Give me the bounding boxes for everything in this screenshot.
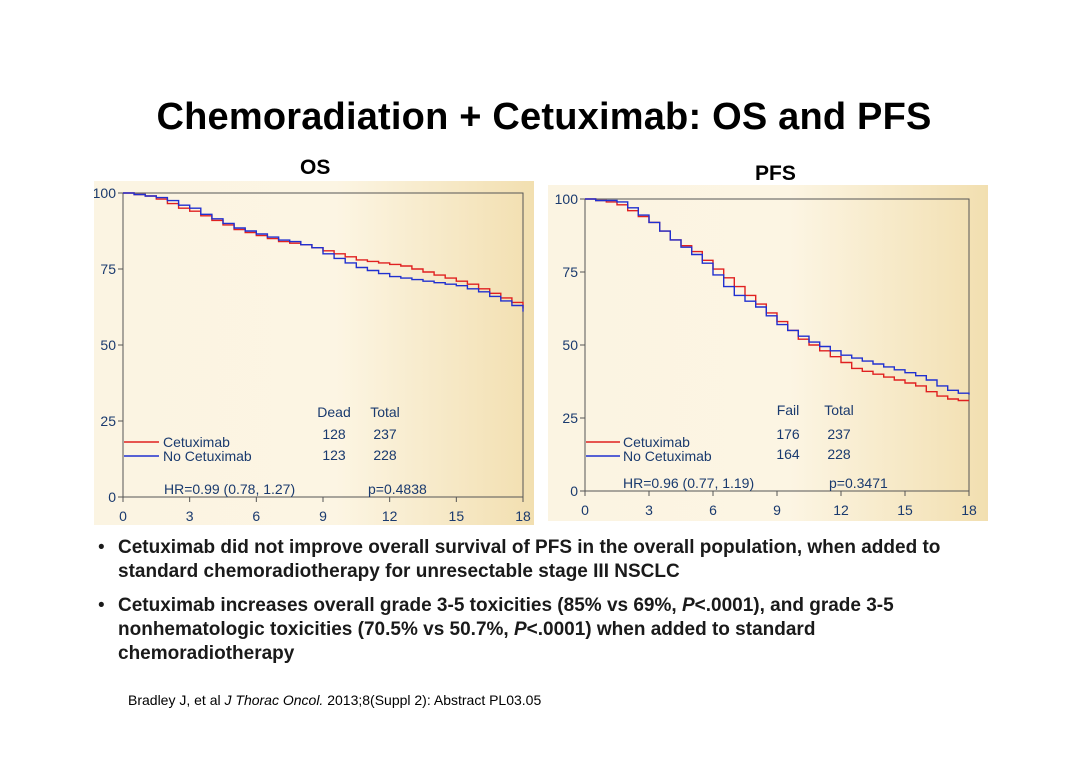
x-tick-label: 12 (382, 508, 398, 524)
legend-count-value: 164 (776, 446, 800, 462)
legend-count-header: Fail (777, 402, 800, 418)
x-tick-label: 0 (581, 502, 589, 518)
y-tick-label: 50 (562, 337, 578, 353)
legend-label: No Cetuximab (623, 448, 712, 464)
y-tick-label: 75 (100, 261, 116, 277)
hazard-ratio-annotation: HR=0.99 (0.78, 1.27) (164, 481, 295, 497)
legend-total-header: Total (824, 402, 854, 418)
legend-total-value: 228 (827, 446, 851, 462)
y-tick-label: 100 (555, 191, 579, 207)
legend-total-value: 237 (827, 426, 851, 442)
legend-label: No Cetuximab (163, 448, 252, 464)
series-line-no-cetuximab (585, 198, 970, 395)
y-tick-label: 25 (562, 410, 578, 426)
legend-count-value: 128 (322, 426, 346, 442)
x-tick-label: 3 (645, 502, 653, 518)
legend-total-value: 237 (373, 426, 397, 442)
x-tick-label: 9 (319, 508, 327, 524)
x-tick-label: 6 (252, 508, 260, 524)
legend-total-value: 228 (373, 447, 397, 463)
y-tick-label: 0 (570, 483, 578, 499)
citation-details: 2013;8(Suppl 2): Abstract PL03.05 (323, 692, 542, 708)
os-km-chart: 0 25 50 75 100 0 3 6 9 12 15 18 Dead Total 128 237 Cetux… (94, 181, 534, 525)
os-chart-title: OS (300, 156, 331, 179)
legend-count-header: Dead (317, 404, 350, 420)
x-tick-label: 12 (833, 502, 849, 518)
y-tick-label: 100 (94, 185, 116, 201)
legend-label: Cetuximab (623, 434, 690, 450)
legend-label: Cetuximab (163, 434, 230, 450)
x-tick-label: 0 (119, 508, 127, 524)
x-tick-label: 3 (186, 508, 194, 524)
y-tick-label: 25 (100, 413, 116, 429)
pfs-km-chart: 0 25 50 75 100 0 3 6 9 12 15 18 Fail Total 176 237 Cetux… (548, 185, 988, 521)
bullet-dot: • (98, 537, 105, 558)
bullet-item: • Cetuximab did not improve overall surv… (96, 536, 996, 584)
x-tick-label: 18 (515, 508, 531, 524)
chart-background (548, 185, 988, 521)
citation-journal: J Thorac Oncol. (224, 692, 324, 708)
chart-background (94, 181, 534, 525)
legend-count-value: 123 (322, 447, 346, 463)
p-value-annotation: p=0.3471 (829, 475, 888, 491)
pfs-chart-title: PFS (755, 162, 796, 185)
x-tick-label: 15 (897, 502, 913, 518)
legend-count-value: 176 (776, 426, 800, 442)
x-tick-label: 6 (709, 502, 717, 518)
bullet-text: Cetuximab did not improve overall surviv… (118, 537, 941, 582)
bullet-text: Cetuximab increases overall grade 3-5 to… (118, 595, 894, 664)
citation-authors: Bradley J, et al (128, 692, 225, 708)
hazard-ratio-annotation: HR=0.96 (0.77, 1.19) (623, 475, 754, 491)
legend-total-header: Total (370, 404, 400, 420)
bullet-item: • Cetuximab increases overall grade 3-5 … (96, 594, 996, 666)
bullet-dot: • (98, 595, 105, 616)
bullet-list: • Cetuximab did not improve overall surv… (96, 536, 996, 676)
x-tick-label: 9 (773, 502, 781, 518)
series-line-no-cetuximab (123, 192, 524, 312)
citation: Bradley J, et al J Thorac Oncol. 2013;8(… (128, 692, 541, 708)
y-tick-label: 75 (562, 264, 578, 280)
x-tick-label: 18 (961, 502, 977, 518)
x-tick-label: 15 (449, 508, 465, 524)
p-value-annotation: p=0.4838 (368, 481, 427, 497)
y-tick-label: 50 (100, 337, 116, 353)
slide-title: Chemoradiation + Cetuximab: OS and PFS (156, 96, 932, 138)
y-tick-label: 0 (108, 489, 116, 505)
